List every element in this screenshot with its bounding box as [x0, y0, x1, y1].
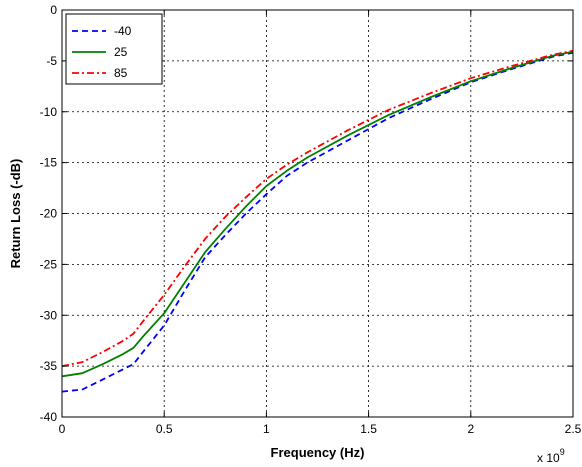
- y-tick-label: -40: [40, 410, 58, 424]
- x-tick-label: 1: [263, 422, 270, 436]
- x-tick-label: 1.5: [360, 422, 377, 436]
- x-multiplier-label: x 109: [537, 447, 565, 465]
- series-line-3: [61, 49, 574, 367]
- series-group: [61, 49, 574, 393]
- y-tick-label: -35: [40, 359, 58, 373]
- y-tick-label: -10: [40, 105, 58, 119]
- x-multiplier-exponent: 9: [560, 447, 565, 457]
- series-line-1: [61, 51, 574, 393]
- legend-label-3: 85: [114, 66, 128, 80]
- x-multiplier-base: x 10: [537, 451, 560, 465]
- y-tick-label: -5: [46, 54, 57, 68]
- x-tick-label: 2: [467, 422, 474, 436]
- x-axis-label: Frequency (Hz): [271, 445, 365, 460]
- series-line-2: [61, 50, 574, 378]
- legend-label-2: 25: [114, 45, 128, 59]
- legend: -40 25 85: [65, 13, 163, 85]
- y-tick-labels: 0 -5 -10 -15 -20 -25 -30 -35 -40: [40, 3, 58, 424]
- y-tick-label: -25: [40, 257, 58, 271]
- y-axis-label: Return Loss (-dB): [8, 159, 23, 269]
- x-tick-label: 0: [59, 422, 66, 436]
- x-tick-labels: 0 0.5 1 1.5 2 2.5: [59, 422, 582, 436]
- y-tick-label: 0: [50, 3, 57, 17]
- y-tick-label: -20: [40, 207, 58, 221]
- legend-label-1: -40: [114, 24, 132, 38]
- x-tick-label: 2.5: [565, 422, 582, 436]
- y-tick-label: -15: [40, 156, 58, 170]
- y-tick-label: -30: [40, 308, 58, 322]
- ticks: [61, 9, 574, 418]
- x-tick-label: 0.5: [156, 422, 173, 436]
